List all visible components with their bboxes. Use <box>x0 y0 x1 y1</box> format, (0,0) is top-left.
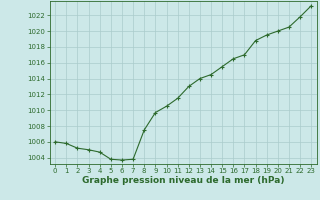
X-axis label: Graphe pression niveau de la mer (hPa): Graphe pression niveau de la mer (hPa) <box>82 176 284 185</box>
